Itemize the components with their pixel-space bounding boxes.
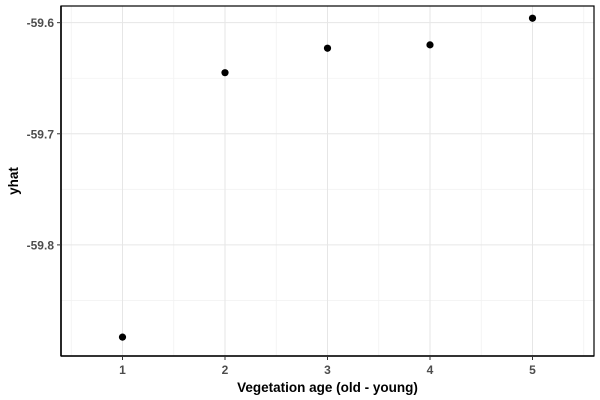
data-points xyxy=(118,14,537,341)
y-tick-label: -59.7 xyxy=(27,127,55,141)
data-point xyxy=(323,44,332,52)
x-tick-label: 2 xyxy=(222,363,229,377)
x-tick-label: 1 xyxy=(119,363,126,377)
data-point xyxy=(528,14,537,22)
data-point xyxy=(221,69,229,77)
x-tick-label: 5 xyxy=(529,363,536,377)
x-tick-label: 4 xyxy=(427,363,434,377)
data-point xyxy=(118,333,127,341)
y-tick-label: -59.8 xyxy=(27,238,55,252)
y-axis-title: yhat xyxy=(6,167,21,195)
grid xyxy=(61,6,594,356)
data-point xyxy=(426,41,434,49)
x-tick-label: 3 xyxy=(324,363,331,377)
axes: 1 2 3 4 5 -59.8 -59.7 -59.6 xyxy=(27,5,595,377)
y-tick-label: -59.6 xyxy=(27,16,55,30)
x-axis-title: Vegetation age (old - young) xyxy=(237,380,418,395)
